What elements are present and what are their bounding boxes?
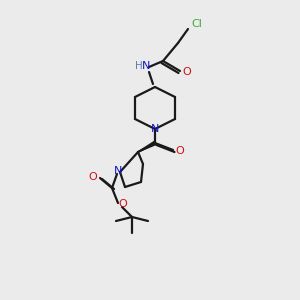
Text: N: N (142, 61, 150, 71)
Text: O: O (176, 146, 184, 156)
Text: N: N (151, 124, 159, 134)
Text: N: N (114, 166, 122, 176)
Text: O: O (183, 67, 191, 77)
Text: O: O (118, 199, 127, 209)
Polygon shape (138, 142, 156, 152)
Text: H: H (135, 61, 143, 71)
Text: Cl: Cl (192, 19, 203, 29)
Text: O: O (88, 172, 98, 182)
